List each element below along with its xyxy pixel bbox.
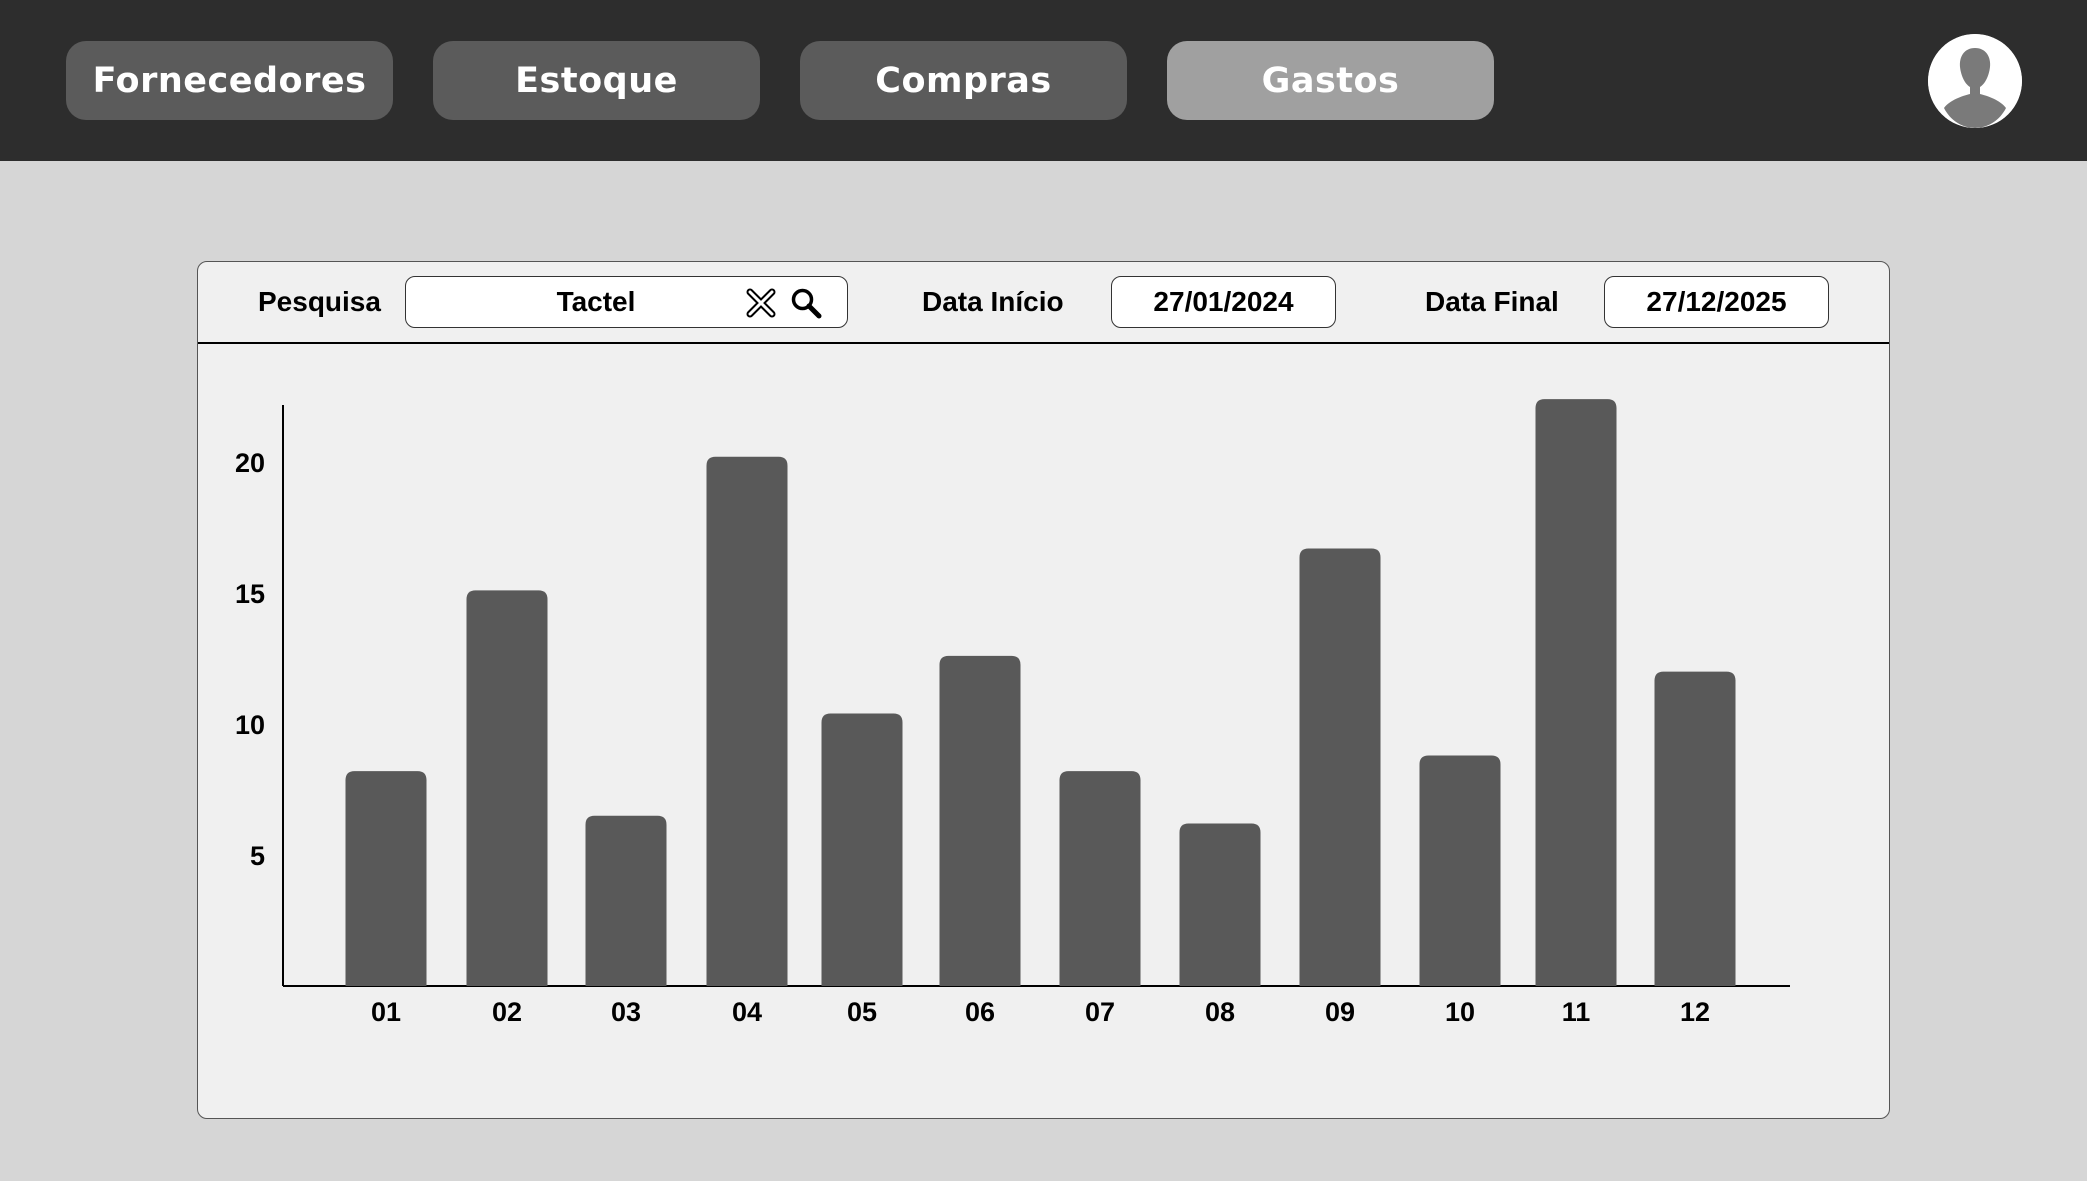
x-tick-label: 07: [1085, 997, 1115, 1027]
x-tick-label: 12: [1680, 997, 1710, 1027]
x-tick-label: 03: [611, 997, 641, 1027]
nav-gastos-button[interactable]: Gastos: [1167, 41, 1494, 120]
expenses-panel: Pesquisa Tactel Data Início 27/01/2024 D…: [197, 261, 1890, 1119]
user-avatar[interactable]: [1928, 34, 2022, 128]
x-tick-label: 04: [732, 997, 762, 1027]
bar-09[interactable]: [1299, 548, 1381, 986]
search-label: Pesquisa: [258, 286, 381, 317]
expenses-bar-chart: 5 10 15 20 01 02 03 04 05 06 07 08 09 10 11 12: [235, 399, 1790, 1027]
x-tick-label: 09: [1325, 997, 1355, 1027]
start-date-label: Data Início: [922, 286, 1064, 317]
start-date-field[interactable]: 27/01/2024: [1111, 276, 1336, 328]
bar-11[interactable]: [1535, 399, 1617, 986]
search-input-value: Tactel: [556, 286, 636, 317]
bar-05[interactable]: [821, 713, 903, 986]
end-date-value: 27/12/2025: [1646, 286, 1787, 317]
filter-bar: Pesquisa Tactel Data Início 27/01/2024 D…: [198, 262, 1889, 344]
top-navigation-bar: Fornecedores Estoque Compras Gastos: [0, 0, 2087, 161]
x-tick-label: 02: [492, 997, 522, 1027]
end-date-field[interactable]: 27/12/2025: [1604, 276, 1829, 328]
y-tick-label: 10: [235, 710, 265, 740]
y-tick-label: 5: [250, 841, 265, 871]
bar-08[interactable]: [1179, 823, 1261, 986]
bar-07[interactable]: [1059, 771, 1141, 986]
user-silhouette-icon: [1928, 34, 2022, 128]
bar-06[interactable]: [939, 655, 1021, 986]
clear-x-icon[interactable]: [745, 287, 777, 319]
end-date-label: Data Final: [1425, 286, 1559, 317]
bar-04[interactable]: [706, 456, 788, 986]
y-tick-label: 15: [235, 579, 265, 609]
nav-estoque-button[interactable]: Estoque: [433, 41, 760, 120]
x-tick-label: 10: [1445, 997, 1475, 1027]
bar-02[interactable]: [466, 590, 548, 986]
start-date-value: 27/01/2024: [1153, 286, 1294, 317]
search-input[interactable]: Tactel: [405, 276, 848, 328]
x-tick-label: 01: [371, 997, 401, 1027]
y-tick-label: 20: [235, 448, 265, 478]
x-tick-label: 08: [1205, 997, 1235, 1027]
x-tick-label: 11: [1562, 997, 1591, 1027]
search-icon[interactable]: [790, 287, 822, 319]
bar-12[interactable]: [1654, 671, 1736, 986]
x-tick-label: 06: [965, 997, 995, 1027]
nav-fornecedores-button[interactable]: Fornecedores: [66, 41, 393, 120]
bar-03[interactable]: [585, 815, 667, 986]
x-tick-label: 05: [847, 997, 877, 1027]
bar-10[interactable]: [1419, 755, 1501, 986]
bar-01[interactable]: [345, 771, 427, 986]
nav-compras-button[interactable]: Compras: [800, 41, 1127, 120]
